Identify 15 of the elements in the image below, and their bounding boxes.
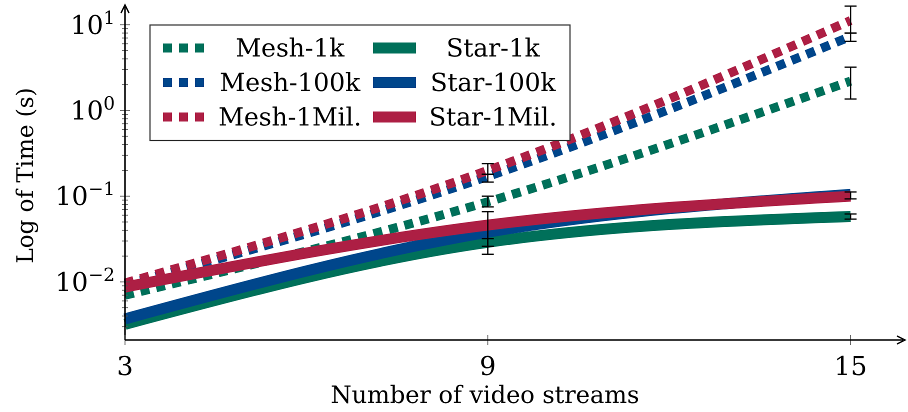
legend-label: Star-100k (430, 68, 557, 97)
x-tick-label: 15 (834, 352, 868, 382)
x-tick-label: 9 (480, 352, 496, 382)
x-axis-title: Number of video streams (330, 381, 640, 409)
legend-label: Mesh-100k (220, 68, 362, 97)
y-tick-label: 10$^{−2}$ (55, 264, 115, 298)
y-tick-label: 10$^{−1}$ (55, 178, 115, 212)
legend-label: Star-1Mil. (429, 102, 557, 132)
legend-label: Mesh-1Mil. (218, 102, 362, 132)
legend-label: Star-1k (446, 34, 541, 62)
y-tick-label: 10$^{1}$ (70, 7, 115, 41)
x-tick-label: 3 (116, 352, 134, 382)
legend-label: Mesh-1k (236, 34, 346, 62)
y-tick-label: 10$^{0}$ (70, 92, 115, 126)
y-axis-title: Log of Time (s) (13, 87, 39, 264)
